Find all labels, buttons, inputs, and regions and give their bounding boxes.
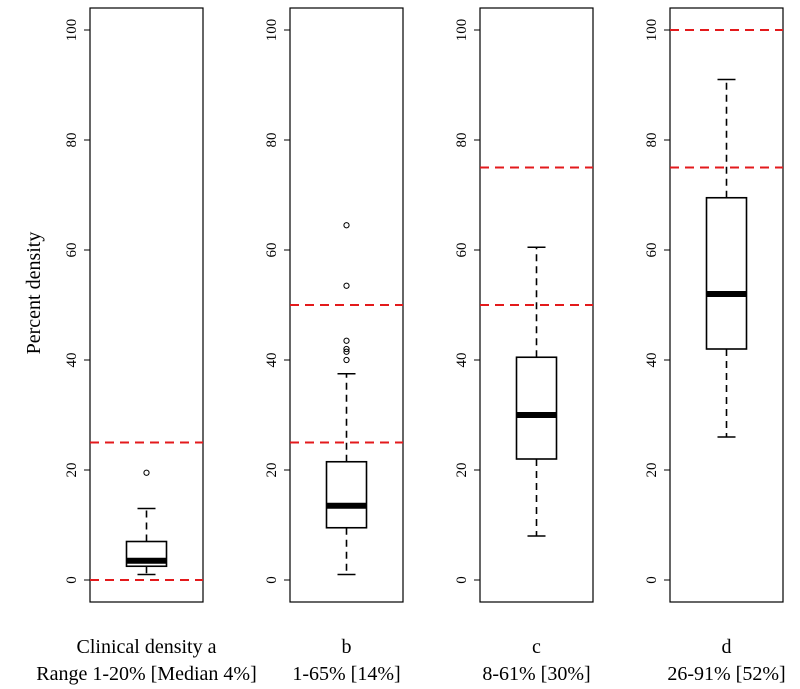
box-iqr-c <box>515 356 558 460</box>
panel-label-d: d <box>722 636 732 658</box>
y-tick-label-a-60: 60 <box>64 243 80 258</box>
y-tick-label-a-40: 40 <box>64 353 80 368</box>
outlier-point-b-2 <box>343 345 350 353</box>
y-tick-label-c-60: 60 <box>454 243 470 258</box>
outlier-point-b-5 <box>343 222 350 229</box>
y-axis-label: Percent density <box>23 232 45 355</box>
outlier-point-b-3 <box>343 337 350 344</box>
panel-frame-d <box>669 7 784 603</box>
box-iqr-a <box>125 540 168 568</box>
outlier-point-b-4 <box>343 282 350 289</box>
y-tick-label-b-60: 60 <box>264 243 280 258</box>
y-tick-label-b-0: 0 <box>264 576 280 584</box>
panel-label-c: c <box>532 636 541 658</box>
panel-range-label-c: 8-61% [30%] <box>482 663 590 685</box>
y-tick-label-b-80: 80 <box>264 133 280 148</box>
y-tick-label-d-40: 40 <box>644 353 660 368</box>
outlier-point-b-1 <box>343 348 350 355</box>
y-tick-label-c-0: 0 <box>454 576 470 584</box>
y-tick-label-b-20: 20 <box>264 463 280 478</box>
outlier-point-a-0 <box>143 469 150 476</box>
outlier-point-b-0 <box>343 356 350 364</box>
y-tick-label-c-40: 40 <box>454 353 470 368</box>
panel-range-label-d: 26-91% [52%] <box>667 663 785 685</box>
y-tick-label-d-60: 60 <box>644 243 660 258</box>
y-tick-label-a-80: 80 <box>64 133 80 148</box>
y-tick-label-d-80: 80 <box>644 133 660 148</box>
y-tick-label-b-100: 100 <box>264 19 280 42</box>
y-tick-label-d-100: 100 <box>644 19 660 42</box>
y-tick-label-c-80: 80 <box>454 133 470 148</box>
y-tick-label-d-0: 0 <box>644 576 660 584</box>
y-tick-label-c-100: 100 <box>454 19 470 42</box>
box-iqr-b <box>325 460 368 529</box>
box-iqr-d <box>705 196 748 350</box>
y-tick-label-d-20: 20 <box>644 463 660 478</box>
y-tick-label-b-40: 40 <box>264 353 280 368</box>
panel-range-label-a: Range 1-20% [Median 4%] <box>36 663 257 685</box>
panel-frame-a <box>89 7 204 603</box>
y-tick-label-a-0: 0 <box>64 576 80 584</box>
y-tick-label-c-20: 20 <box>454 463 470 478</box>
panel-label-a: Clinical density a <box>77 636 217 658</box>
y-tick-label-a-100: 100 <box>64 19 80 42</box>
panel-label-b: b <box>342 636 352 658</box>
panel-range-label-b: 1-65% [14%] <box>292 663 400 685</box>
y-tick-label-a-20: 20 <box>64 463 80 478</box>
